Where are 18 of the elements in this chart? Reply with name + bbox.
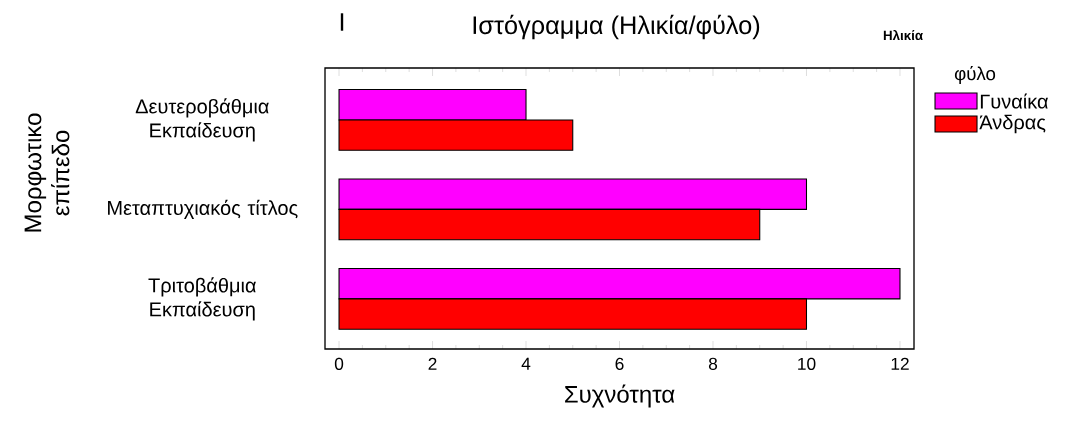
- x-tick-label: 0: [334, 357, 344, 370]
- x-tick-label: 2: [428, 357, 437, 370]
- x-tick-label: 8: [708, 357, 718, 370]
- x-tick-label: 12: [891, 357, 909, 370]
- x-tick-label: 10: [798, 357, 816, 370]
- y-tick-label: Μεταπτυχιακός τίτλος: [108, 199, 298, 219]
- legend-label: Γυναίκα: [980, 93, 1048, 109]
- x-axis-title: Συχνότητα: [565, 384, 675, 408]
- legend-title: φύλο: [954, 66, 996, 84]
- x-tick-label: 6: [615, 357, 624, 370]
- y-axis-title: Μορφωτικο επίπεδο: [24, 113, 70, 232]
- y-tick-label: Τριτοβάθμια Εκπαίδευση: [148, 277, 256, 321]
- y-tick-label: Δευτεροβάθμια Εκπαίδευση: [135, 98, 269, 142]
- text: Ηλικία: [883, 29, 923, 41]
- chart-title: Ιστόγραμμα (Ηλικία/φύλο): [473, 14, 760, 40]
- x-tick-label: 4: [521, 357, 531, 370]
- legend-label: Άνδρας: [979, 114, 1046, 134]
- text: I: [340, 13, 344, 31]
